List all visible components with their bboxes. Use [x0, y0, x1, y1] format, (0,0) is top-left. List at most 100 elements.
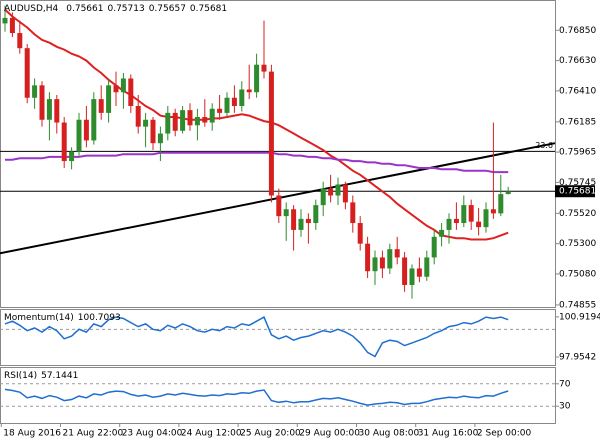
candle-body [246, 89, 252, 93]
header-field: 0.75657 [149, 4, 186, 14]
candle-body [268, 71, 274, 196]
y-tick-label: 97.9542 [559, 353, 596, 363]
y-tick-label: 30 [559, 402, 571, 412]
candle-body [468, 205, 474, 222]
candle-body [498, 194, 504, 214]
candle-body [231, 97, 237, 107]
candle-body [209, 108, 215, 123]
candle-body [483, 209, 489, 228]
candle-body [387, 249, 393, 269]
candle-body [505, 191, 511, 194]
candle-body [431, 236, 437, 258]
x-tick-label: 18 Aug 2016 [3, 429, 61, 439]
indicator-field: 100.7093 [78, 313, 121, 323]
indicator-line [4, 388, 509, 406]
header-field: 0.75713 [107, 4, 144, 14]
candle-body [135, 106, 141, 127]
candle-body [424, 257, 430, 277]
candle-body [320, 188, 326, 206]
candle-body [83, 119, 89, 141]
candle-body [76, 119, 82, 152]
candle-body [416, 268, 422, 277]
candle-body [217, 108, 223, 113]
indicator-label: Momentum(14) 100.7093 [4, 313, 121, 323]
header-field: AUDUSD,H4 [4, 4, 59, 14]
y-tick-label: 0.75745 [559, 178, 596, 188]
candle-body [350, 202, 356, 224]
candle-body [490, 209, 496, 214]
candle-body [39, 85, 45, 120]
candle-body [172, 112, 178, 131]
y-tick-label: 0.75965 [559, 148, 596, 158]
candle-body [180, 110, 186, 131]
candle-body [106, 85, 112, 113]
y-tick-label: 0.76630 [559, 56, 596, 66]
indicator-field: RSI(14) [4, 371, 37, 381]
y-tick-label: 0.74855 [559, 300, 596, 310]
candle-body [69, 151, 75, 162]
candle-body [328, 188, 334, 196]
y-tick-label: 70 [559, 379, 571, 389]
candle-body [17, 33, 23, 49]
indicator-field: Momentum(14) [4, 313, 74, 323]
candle-body [453, 218, 459, 224]
candle-body [254, 64, 260, 93]
candle-body [357, 223, 363, 244]
y-tick-label: 0.75300 [559, 239, 596, 249]
candle-body [305, 218, 311, 224]
candle-body [261, 64, 267, 72]
candle-body [342, 184, 348, 203]
candle-body [128, 78, 134, 107]
candle-body [150, 119, 156, 144]
indicator-line [4, 316, 509, 358]
candle-body [298, 218, 304, 230]
x-tick-label: 2 Sep 00:00 [477, 429, 532, 439]
candle-body [202, 117, 208, 123]
panel-frame [0, 309, 556, 366]
candle-body [402, 257, 408, 285]
candle-body [446, 218, 452, 230]
price-label: 0.75681 [559, 187, 596, 197]
candle-body [283, 209, 289, 217]
chart-header: AUDUSD,H4 0.75661 0.75713 0.75657 0.75681 [4, 4, 227, 14]
y-tick-label: 0.76185 [559, 117, 596, 127]
x-tick-label: 31 Aug 16:00 [418, 429, 479, 439]
candle-body [9, 17, 15, 34]
candle-body [157, 133, 163, 144]
y-tick-label: 0.75080 [559, 269, 596, 279]
candle-body [61, 122, 67, 162]
indicator-label: RSI(14) 57.1441 [4, 371, 78, 381]
candle-body [24, 48, 30, 98]
candle-body [165, 112, 171, 134]
candle-body [113, 85, 119, 93]
price-box [555, 185, 595, 198]
candle-body [379, 257, 385, 269]
candle-body [239, 89, 245, 107]
panel-frame [0, 0, 556, 308]
candle-body [372, 257, 378, 272]
candle-body [291, 209, 297, 230]
candle-body [276, 195, 282, 217]
x-tick-label: 25 Aug 20:00 [240, 429, 301, 439]
x-tick-label: 23 Aug 04:00 [122, 429, 183, 439]
header-field: 0.75661 [66, 4, 103, 14]
x-tick-label: 24 Aug 12:00 [181, 429, 242, 439]
candle-body [46, 99, 52, 120]
x-tick-label: 21 Aug 22:00 [63, 429, 124, 439]
candle-body [409, 268, 415, 285]
y-tick-label: 0.76850 [559, 26, 596, 36]
y-tick-label: 0.75520 [559, 209, 596, 219]
candle-body [365, 243, 371, 272]
x-tick-label: 29 Aug 00:00 [299, 429, 360, 439]
candle-body [143, 119, 149, 127]
moving-average [5, 151, 509, 174]
candle-body [54, 99, 60, 123]
candle-body [461, 205, 467, 224]
candle-body [32, 85, 38, 98]
header-field: 0.75681 [190, 4, 227, 14]
candle-body [187, 110, 193, 126]
candle-body [394, 249, 400, 258]
candle-body [335, 184, 341, 196]
